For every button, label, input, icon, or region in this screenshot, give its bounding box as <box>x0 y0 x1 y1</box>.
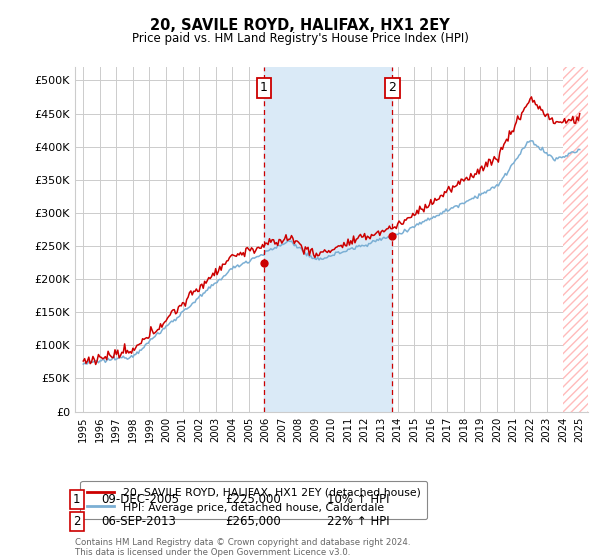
Text: 09-DEC-2005: 09-DEC-2005 <box>101 493 179 506</box>
Text: 1: 1 <box>260 81 268 95</box>
Text: 22% ↑ HPI: 22% ↑ HPI <box>327 515 389 529</box>
Text: 1: 1 <box>73 493 80 506</box>
Bar <box>563 67 588 412</box>
Bar <box>563 67 588 412</box>
Text: Price paid vs. HM Land Registry's House Price Index (HPI): Price paid vs. HM Land Registry's House … <box>131 31 469 45</box>
Text: Contains HM Land Registry data © Crown copyright and database right 2024.
This d: Contains HM Land Registry data © Crown c… <box>75 538 410 557</box>
Text: 20, SAVILE ROYD, HALIFAX, HX1 2EY: 20, SAVILE ROYD, HALIFAX, HX1 2EY <box>150 18 450 32</box>
Text: 06-SEP-2013: 06-SEP-2013 <box>101 515 176 529</box>
Text: £265,000: £265,000 <box>225 515 281 529</box>
Legend: 20, SAVILE ROYD, HALIFAX, HX1 2EY (detached house), HPI: Average price, detached: 20, SAVILE ROYD, HALIFAX, HX1 2EY (detac… <box>80 480 427 519</box>
Text: 10% ↑ HPI: 10% ↑ HPI <box>327 493 389 506</box>
Text: 2: 2 <box>73 515 80 529</box>
Bar <box>264 67 392 412</box>
Text: £225,000: £225,000 <box>225 493 281 506</box>
Text: 2: 2 <box>388 81 396 95</box>
